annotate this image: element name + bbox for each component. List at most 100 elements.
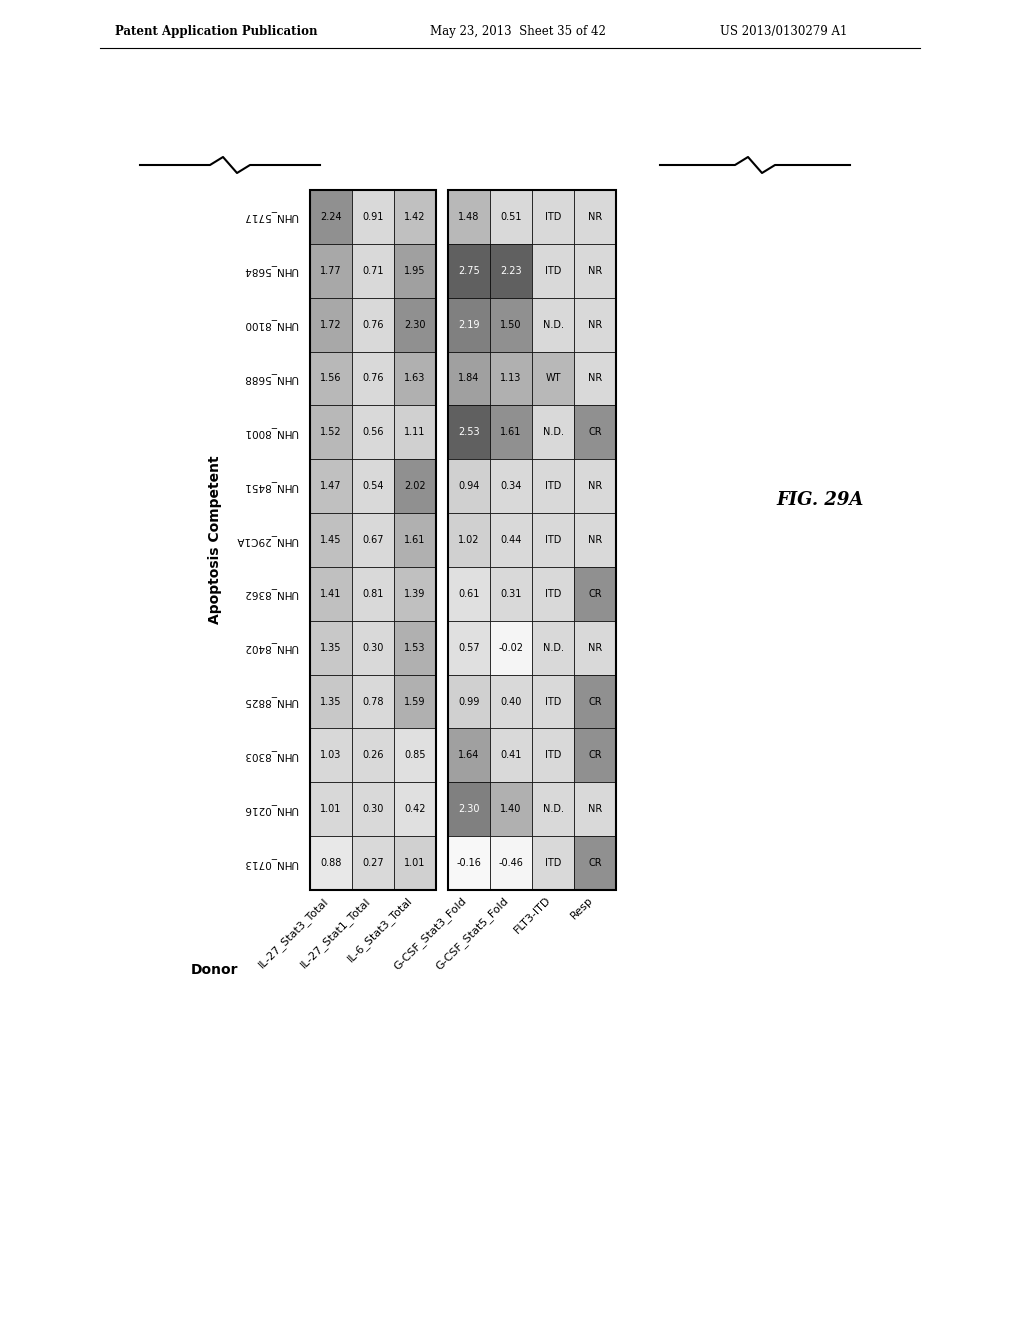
Bar	[574, 190, 616, 244]
Text: NR: NR	[588, 804, 602, 814]
Text: 0.30: 0.30	[362, 643, 384, 652]
Bar	[574, 566, 616, 620]
Text: 0.61: 0.61	[459, 589, 479, 599]
Text: 0.76: 0.76	[362, 374, 384, 384]
Text: 0.26: 0.26	[362, 750, 384, 760]
Text: -0.46: -0.46	[499, 858, 523, 869]
Bar	[449, 351, 490, 405]
Text: ITD: ITD	[545, 858, 561, 869]
Text: UHN_0216: UHN_0216	[244, 804, 298, 814]
Bar	[574, 675, 616, 729]
Text: 0.88: 0.88	[321, 858, 342, 869]
Bar	[574, 620, 616, 675]
Text: UHN_8451: UHN_8451	[244, 480, 298, 491]
Bar	[449, 675, 490, 729]
Bar	[352, 783, 394, 836]
Bar	[449, 459, 490, 513]
Bar	[532, 620, 574, 675]
Text: N.D.: N.D.	[543, 428, 563, 437]
Bar	[449, 729, 490, 783]
Bar	[574, 836, 616, 890]
Text: -0.02: -0.02	[499, 643, 523, 652]
Text: 1.39: 1.39	[404, 589, 426, 599]
Text: UHN_8100: UHN_8100	[244, 319, 298, 330]
Bar	[352, 620, 394, 675]
Text: 2.24: 2.24	[321, 213, 342, 222]
Bar	[310, 190, 436, 890]
Text: FLT3-ITD: FLT3-ITD	[512, 895, 553, 936]
Text: 0.94: 0.94	[459, 482, 479, 491]
Bar	[532, 729, 574, 783]
Text: 1.01: 1.01	[321, 804, 342, 814]
Text: 1.01: 1.01	[404, 858, 426, 869]
Bar	[310, 675, 352, 729]
Bar	[352, 513, 394, 566]
Bar	[449, 513, 490, 566]
Bar	[449, 620, 490, 675]
Bar	[490, 405, 532, 459]
Text: 1.13: 1.13	[501, 374, 521, 384]
Text: 1.95: 1.95	[404, 265, 426, 276]
Text: 0.67: 0.67	[362, 535, 384, 545]
Bar	[310, 513, 352, 566]
Bar	[394, 513, 436, 566]
Text: 0.44: 0.44	[501, 535, 521, 545]
Text: 1.61: 1.61	[404, 535, 426, 545]
Bar	[310, 783, 352, 836]
Bar	[394, 298, 436, 351]
Bar	[310, 405, 352, 459]
Bar	[490, 459, 532, 513]
Text: UHN_0713: UHN_0713	[244, 858, 298, 869]
Text: 1.61: 1.61	[501, 428, 521, 437]
Text: NR: NR	[588, 535, 602, 545]
Bar	[574, 729, 616, 783]
Text: G-CSF_Stat3_Fold: G-CSF_Stat3_Fold	[392, 895, 469, 972]
Bar	[532, 298, 574, 351]
Text: Donor: Donor	[191, 964, 239, 977]
Bar	[574, 298, 616, 351]
Bar	[490, 298, 532, 351]
Bar	[394, 729, 436, 783]
Text: UHN_5684: UHN_5684	[244, 265, 298, 276]
Bar	[449, 783, 490, 836]
Text: 0.91: 0.91	[362, 213, 384, 222]
Bar	[394, 783, 436, 836]
Text: 1.52: 1.52	[321, 428, 342, 437]
Bar	[352, 459, 394, 513]
Bar	[352, 405, 394, 459]
Bar	[574, 405, 616, 459]
Text: 1.35: 1.35	[321, 697, 342, 706]
Text: UHN_29C1A: UHN_29C1A	[236, 535, 298, 545]
Text: NR: NR	[588, 374, 602, 384]
Text: ITD: ITD	[545, 697, 561, 706]
Text: 1.48: 1.48	[459, 213, 479, 222]
Text: UHN_8303: UHN_8303	[244, 750, 298, 760]
Text: N.D.: N.D.	[543, 319, 563, 330]
Text: 1.63: 1.63	[404, 374, 426, 384]
Text: 1.50: 1.50	[501, 319, 522, 330]
Text: 0.40: 0.40	[501, 697, 521, 706]
Bar	[490, 729, 532, 783]
Bar	[352, 351, 394, 405]
Bar	[532, 566, 574, 620]
Bar	[394, 566, 436, 620]
Text: 1.35: 1.35	[321, 643, 342, 652]
Bar	[490, 244, 532, 298]
Bar	[310, 351, 352, 405]
Text: 2.23: 2.23	[500, 265, 522, 276]
Text: CR: CR	[588, 697, 602, 706]
Text: 1.47: 1.47	[321, 482, 342, 491]
Bar	[490, 190, 532, 244]
Text: CR: CR	[588, 858, 602, 869]
Text: 1.41: 1.41	[321, 589, 342, 599]
Text: UHN_5717: UHN_5717	[244, 211, 298, 222]
Bar	[394, 620, 436, 675]
Text: IL-27_Stat3_Total: IL-27_Stat3_Total	[256, 895, 331, 969]
Text: NR: NR	[588, 319, 602, 330]
Bar	[532, 351, 574, 405]
Text: N.D.: N.D.	[543, 804, 563, 814]
Bar	[490, 513, 532, 566]
Text: N.D.: N.D.	[543, 643, 563, 652]
Text: NR: NR	[588, 482, 602, 491]
Bar	[352, 244, 394, 298]
